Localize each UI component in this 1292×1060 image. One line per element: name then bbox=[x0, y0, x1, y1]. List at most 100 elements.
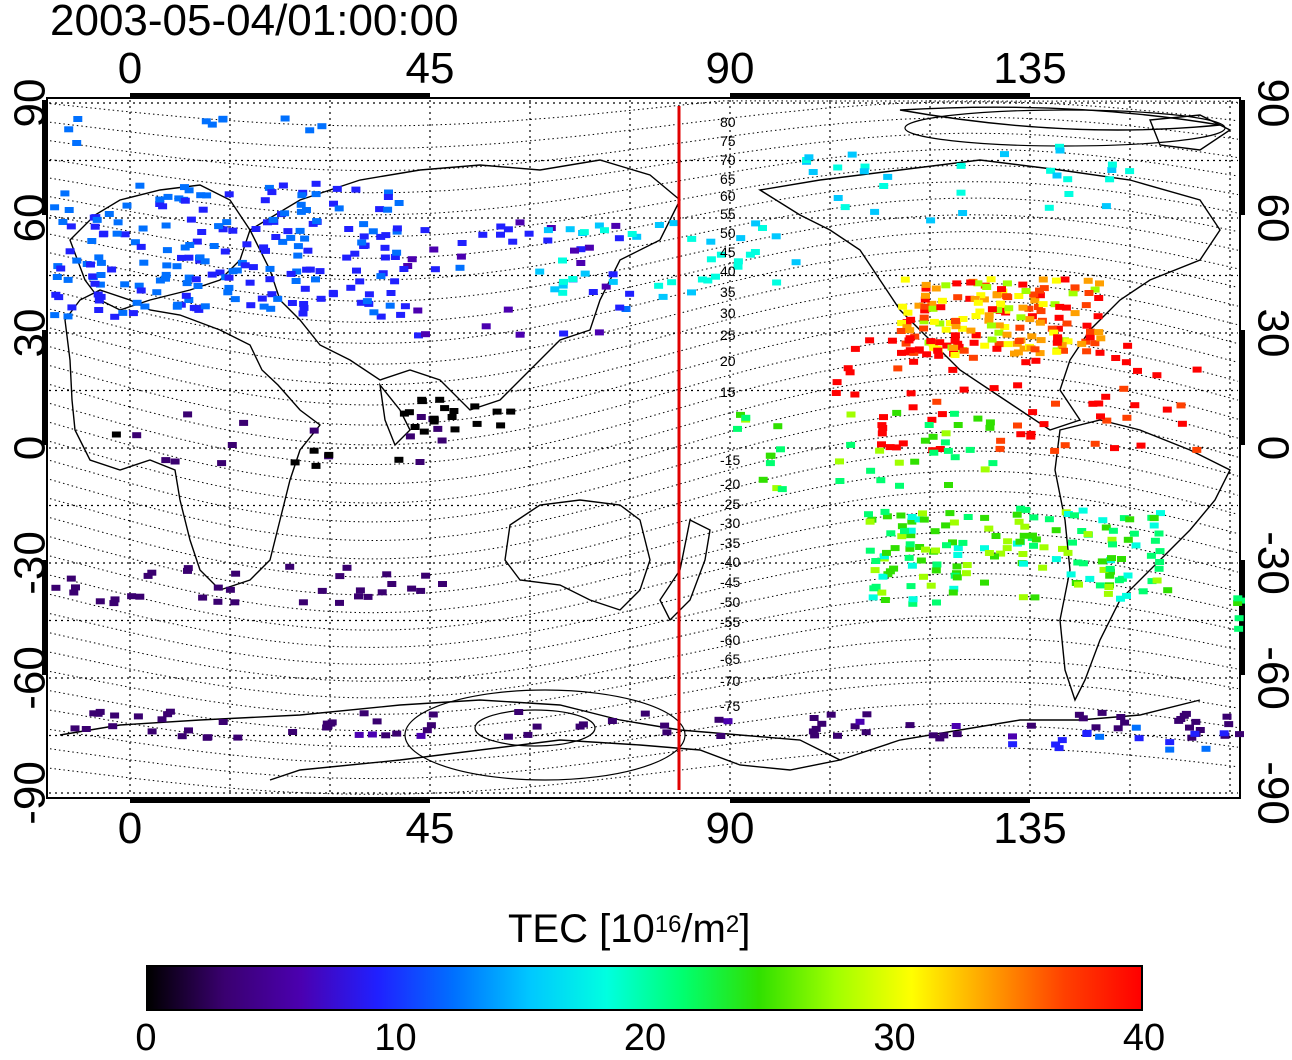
tec-cell bbox=[951, 318, 960, 324]
tec-cell bbox=[862, 711, 872, 718]
tec-cell bbox=[162, 262, 172, 269]
tec-cell bbox=[273, 295, 283, 302]
tec-cell bbox=[1125, 168, 1135, 175]
tec-cell bbox=[928, 732, 938, 739]
tec-cell bbox=[948, 589, 958, 596]
tec-cell bbox=[87, 238, 97, 244]
tec-cell bbox=[817, 720, 827, 727]
tec-cell bbox=[1066, 571, 1076, 578]
tec-cell bbox=[1119, 515, 1129, 522]
tec-cell bbox=[956, 162, 966, 169]
tec-cell bbox=[980, 514, 990, 521]
tec-cell bbox=[127, 593, 137, 600]
tec-cell bbox=[933, 347, 943, 354]
tec-cell bbox=[614, 235, 624, 242]
tec-cell bbox=[1088, 400, 1098, 407]
tec-cell bbox=[420, 227, 430, 234]
tec-cell bbox=[189, 304, 199, 311]
tec-cell bbox=[478, 231, 488, 238]
tec-cell bbox=[985, 424, 995, 431]
tec-cell bbox=[292, 268, 302, 275]
tec-cell bbox=[882, 513, 892, 520]
tec-cell bbox=[1049, 329, 1059, 336]
tec-cell bbox=[133, 713, 143, 720]
tec-cell bbox=[503, 733, 513, 740]
tec-cell bbox=[835, 478, 845, 484]
tec-cell bbox=[1002, 293, 1012, 300]
tec-cell bbox=[392, 730, 402, 737]
lat-tick-left: -30 bbox=[6, 531, 55, 595]
tec-cell bbox=[772, 485, 782, 492]
tec-cell bbox=[979, 296, 989, 303]
tec-cell bbox=[952, 280, 962, 287]
tec-cell bbox=[879, 414, 888, 421]
tec-cell bbox=[965, 295, 975, 302]
tec-cell bbox=[1063, 338, 1073, 345]
tec-cell bbox=[496, 223, 506, 230]
tec-cell bbox=[88, 273, 98, 280]
tec-cell bbox=[342, 564, 352, 571]
tec-cell bbox=[515, 331, 525, 338]
contour-label: -75 bbox=[720, 698, 740, 714]
tec-cell bbox=[927, 416, 937, 423]
tec-cell bbox=[295, 227, 305, 234]
tec-cell bbox=[1101, 393, 1111, 400]
tec-cell bbox=[706, 256, 716, 263]
tec-cell bbox=[496, 231, 505, 238]
tec-cell bbox=[387, 581, 397, 587]
tec-cell bbox=[951, 323, 961, 330]
tec-cell bbox=[625, 290, 635, 297]
tec-cell bbox=[559, 278, 568, 285]
tec-cell bbox=[1097, 709, 1107, 716]
tec-cell bbox=[1111, 355, 1121, 361]
tec-cell bbox=[850, 723, 860, 730]
tec-cell bbox=[875, 447, 885, 454]
tec-cell bbox=[1082, 348, 1092, 355]
lat-tick-right: 60 bbox=[1248, 194, 1292, 243]
tec-cell bbox=[71, 584, 80, 591]
tec-cell bbox=[1094, 329, 1104, 336]
tec-cell bbox=[265, 265, 275, 272]
tec-cell bbox=[278, 182, 288, 189]
lat-tick-left: -90 bbox=[6, 761, 55, 825]
tec-cell bbox=[1064, 191, 1074, 197]
tec-cell bbox=[207, 121, 217, 128]
tec-cell bbox=[736, 411, 745, 418]
tec-cell bbox=[833, 195, 843, 201]
tec-cell bbox=[920, 437, 930, 444]
tec-cell bbox=[1061, 304, 1071, 311]
lat-tick-right: -30 bbox=[1248, 531, 1292, 595]
tec-cell bbox=[132, 299, 142, 306]
lat-lon-grid bbox=[49, 100, 1238, 796]
contour-label: 40 bbox=[720, 263, 736, 279]
tec-cell bbox=[359, 710, 369, 717]
tec-cell bbox=[1234, 625, 1244, 632]
tec-cell bbox=[660, 722, 670, 729]
contour-label: 75 bbox=[720, 133, 736, 149]
tec-cell bbox=[833, 732, 842, 739]
tec-cell bbox=[905, 347, 915, 354]
tec-cell bbox=[1015, 538, 1025, 545]
tec-cell bbox=[958, 210, 968, 216]
tec-cell bbox=[1125, 516, 1135, 523]
tec-cell bbox=[950, 454, 960, 461]
tec-cell bbox=[346, 284, 356, 291]
tec-cell bbox=[177, 254, 186, 261]
tec-cell bbox=[1091, 724, 1101, 731]
tec-cell bbox=[182, 280, 192, 287]
tec-cell bbox=[1165, 739, 1175, 746]
tec-cell bbox=[980, 466, 990, 473]
tec-cell bbox=[921, 285, 931, 292]
tec-cell bbox=[878, 573, 888, 580]
tec-cell bbox=[952, 574, 962, 581]
tec-cell bbox=[711, 273, 720, 280]
tec-cell bbox=[181, 292, 191, 299]
tec-cell bbox=[931, 547, 940, 554]
tec-cell bbox=[935, 339, 945, 346]
tec-cell bbox=[919, 325, 929, 332]
tec-cell bbox=[937, 411, 947, 418]
tec-cell bbox=[987, 336, 997, 343]
tec-cell bbox=[1121, 359, 1131, 366]
tec-cell bbox=[953, 422, 963, 428]
tec-cell bbox=[1038, 276, 1048, 283]
